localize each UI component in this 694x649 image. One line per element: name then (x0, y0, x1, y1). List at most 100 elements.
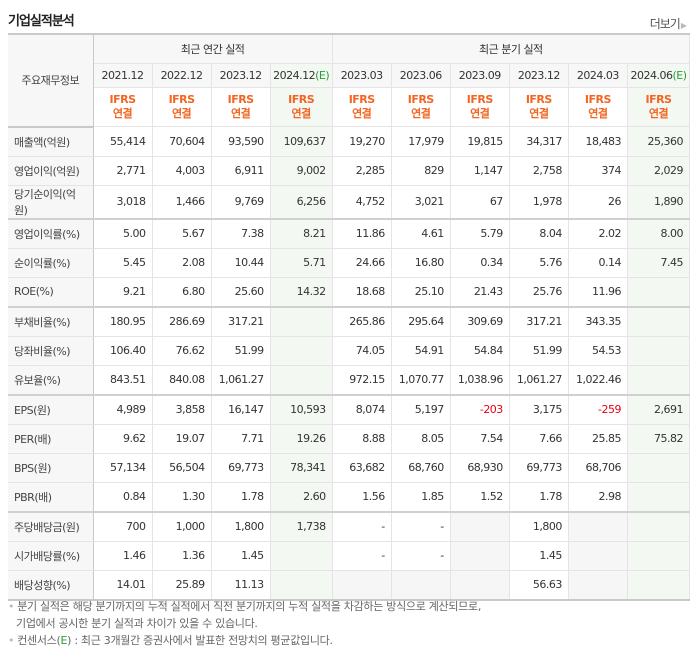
table-cell: 75.82 (626, 423, 691, 454)
table-cell (269, 335, 333, 366)
table-row: 당기순이익(억원) 3,018 1,466 9,769 6,256 4,752 3,021 6… (8, 184, 691, 219)
column-date: 2023.12 (210, 63, 271, 88)
table-cell: 317.21 (508, 305, 569, 337)
table-cell: 4.61 (390, 217, 451, 249)
table-cell: 19,815 (449, 126, 510, 157)
table-cell: 1.36 (151, 540, 212, 571)
table-cell: -203 (449, 393, 510, 425)
table-cell: 8.88 (331, 423, 392, 454)
table-cell: 16,147 (210, 393, 271, 425)
table-cell: 9,002 (269, 155, 333, 186)
table-cell (449, 540, 510, 571)
table-row: PER(배) 9.62 19.07 7.71 19.26 8.88 8.05 7.54 7.66… (8, 423, 691, 454)
table-cell: 4,003 (151, 155, 212, 186)
table-cell: 2.98 (567, 481, 628, 512)
more-link[interactable]: 더보기▶ (649, 15, 687, 32)
table-cell: 5.71 (269, 247, 333, 278)
table-cell: 1,022.46 (567, 364, 628, 395)
table-cell: 2.02 (567, 217, 628, 249)
table-cell: 10,593 (269, 393, 333, 425)
table-cell: 1,061.27 (210, 364, 271, 395)
table-cell: 2,285 (331, 155, 392, 186)
column-basis: IFRS 연결 (567, 87, 628, 127)
table-cell: 19.26 (269, 423, 333, 454)
row-label: PER(배) (8, 423, 94, 454)
table-cell: 25.85 (567, 423, 628, 454)
column-basis: IFRS 연결 (626, 87, 691, 127)
column-date: 2024.12(E) (269, 63, 333, 88)
table-cell: 76.62 (151, 335, 212, 366)
row-label: 주당배당금(원) (8, 510, 94, 542)
group-quarter: 최근 분기 실적 (331, 33, 691, 64)
table-row: PBR(배) 0.84 1.30 1.78 2.60 1.56 1.85 1.52 1.78 2.… (8, 481, 691, 512)
row-label: 유보율(%) (8, 364, 94, 395)
table-cell: 180.95 (92, 305, 153, 337)
table-cell: 16.80 (390, 247, 451, 278)
table-cell: 56.63 (508, 569, 569, 601)
table-cell: -259 (567, 393, 628, 425)
table-row: 영업이익률(%) 5.00 5.67 7.38 8.21 11.86 4.61 5.79 8.0… (8, 217, 691, 249)
table-cell: 70,604 (151, 126, 212, 157)
table-cell: 54.53 (567, 335, 628, 366)
table-cell: 1,466 (151, 184, 212, 219)
table-cell: 57,134 (92, 452, 153, 483)
chevron-right-icon: ▶ (680, 21, 687, 30)
row-label: PBR(배) (8, 481, 94, 512)
column-basis: IFRS 연결 (210, 87, 271, 127)
table-cell: 21.43 (449, 276, 510, 307)
table-cell (626, 276, 691, 307)
table-cell: 55,414 (92, 126, 153, 157)
table-cell (626, 540, 691, 571)
table-cell: 3,858 (151, 393, 212, 425)
table-row: 유보율(%) 843.51 840.08 1,061.27 972.15 1,070.77… (8, 364, 691, 395)
table-row: 매출액(억원) 55,414 70,604 93,590 109,637 19,270 17… (8, 125, 691, 157)
table-cell: 7.45 (626, 247, 691, 278)
table-cell: 18,483 (567, 126, 628, 157)
table-row: BPS(원) 57,134 56,504 69,773 78,341 63,682 68,7… (8, 452, 691, 483)
table-cell: 7.71 (210, 423, 271, 454)
table-cell: 1,038.96 (449, 364, 510, 395)
table-cell: 5.00 (92, 217, 153, 249)
table-cell: 8.21 (269, 217, 333, 249)
table-cell (567, 569, 628, 601)
table-cell: 14.01 (92, 569, 153, 601)
table-cell: 1,070.77 (390, 364, 451, 395)
table-cell (626, 481, 691, 512)
column-basis: IFRS 연결 (449, 87, 510, 127)
table-cell (331, 569, 392, 601)
table-row: 영업이익(억원) 2,771 4,003 6,911 9,002 2,285 829 1,14… (8, 155, 691, 186)
table-cell: 0.84 (92, 481, 153, 512)
table-cell (626, 452, 691, 483)
column-date: 2021.12 (92, 63, 153, 88)
column-basis: IFRS 연결 (92, 87, 153, 127)
table-cell: 5.45 (92, 247, 153, 278)
column-basis: IFRS 연결 (508, 87, 569, 127)
table-cell: 54.91 (390, 335, 451, 366)
table-cell: 7.54 (449, 423, 510, 454)
table-cell: 1.45 (210, 540, 271, 571)
table-cell (449, 510, 510, 542)
column-date: 2023.06 (390, 63, 451, 88)
note-1-cont: 기업에서 공시한 분기 실적과 차이가 있을 수 있습니다. (16, 617, 258, 630)
column-basis: IFRS 연결 (151, 87, 212, 127)
table-cell (626, 364, 691, 395)
table-cell: 2.60 (269, 481, 333, 512)
column-date: 2022.12 (151, 63, 212, 88)
table-cell: 4,752 (331, 184, 392, 219)
table-cell: 11.96 (567, 276, 628, 307)
row-label: ROE(%) (8, 276, 94, 307)
table-row: ROE(%) 9.21 6.80 25.60 14.32 18.68 25.10 21.43 2… (8, 276, 691, 307)
table-cell: 317.21 (210, 305, 271, 337)
more-label: 더보기 (649, 17, 681, 31)
table-cell: 68,760 (390, 452, 451, 483)
table-cell: 700 (92, 510, 153, 542)
table-cell: 54.84 (449, 335, 510, 366)
note-2: • 컨센서스(E) : 최근 3개월간 증권사에서 발표한 전망치의 평균값입니다… (8, 634, 333, 647)
table-cell (567, 510, 628, 542)
footnotes: • 분기 실적은 해당 분기까지의 누적 실적에서 직전 분기까지의 누적 실적을… (8, 598, 481, 649)
table-cell: 7.66 (508, 423, 569, 454)
table-cell: - (331, 510, 392, 542)
table-cell: 1,147 (449, 155, 510, 186)
table-cell: 843.51 (92, 364, 153, 395)
column-basis: IFRS 연결 (331, 87, 392, 127)
